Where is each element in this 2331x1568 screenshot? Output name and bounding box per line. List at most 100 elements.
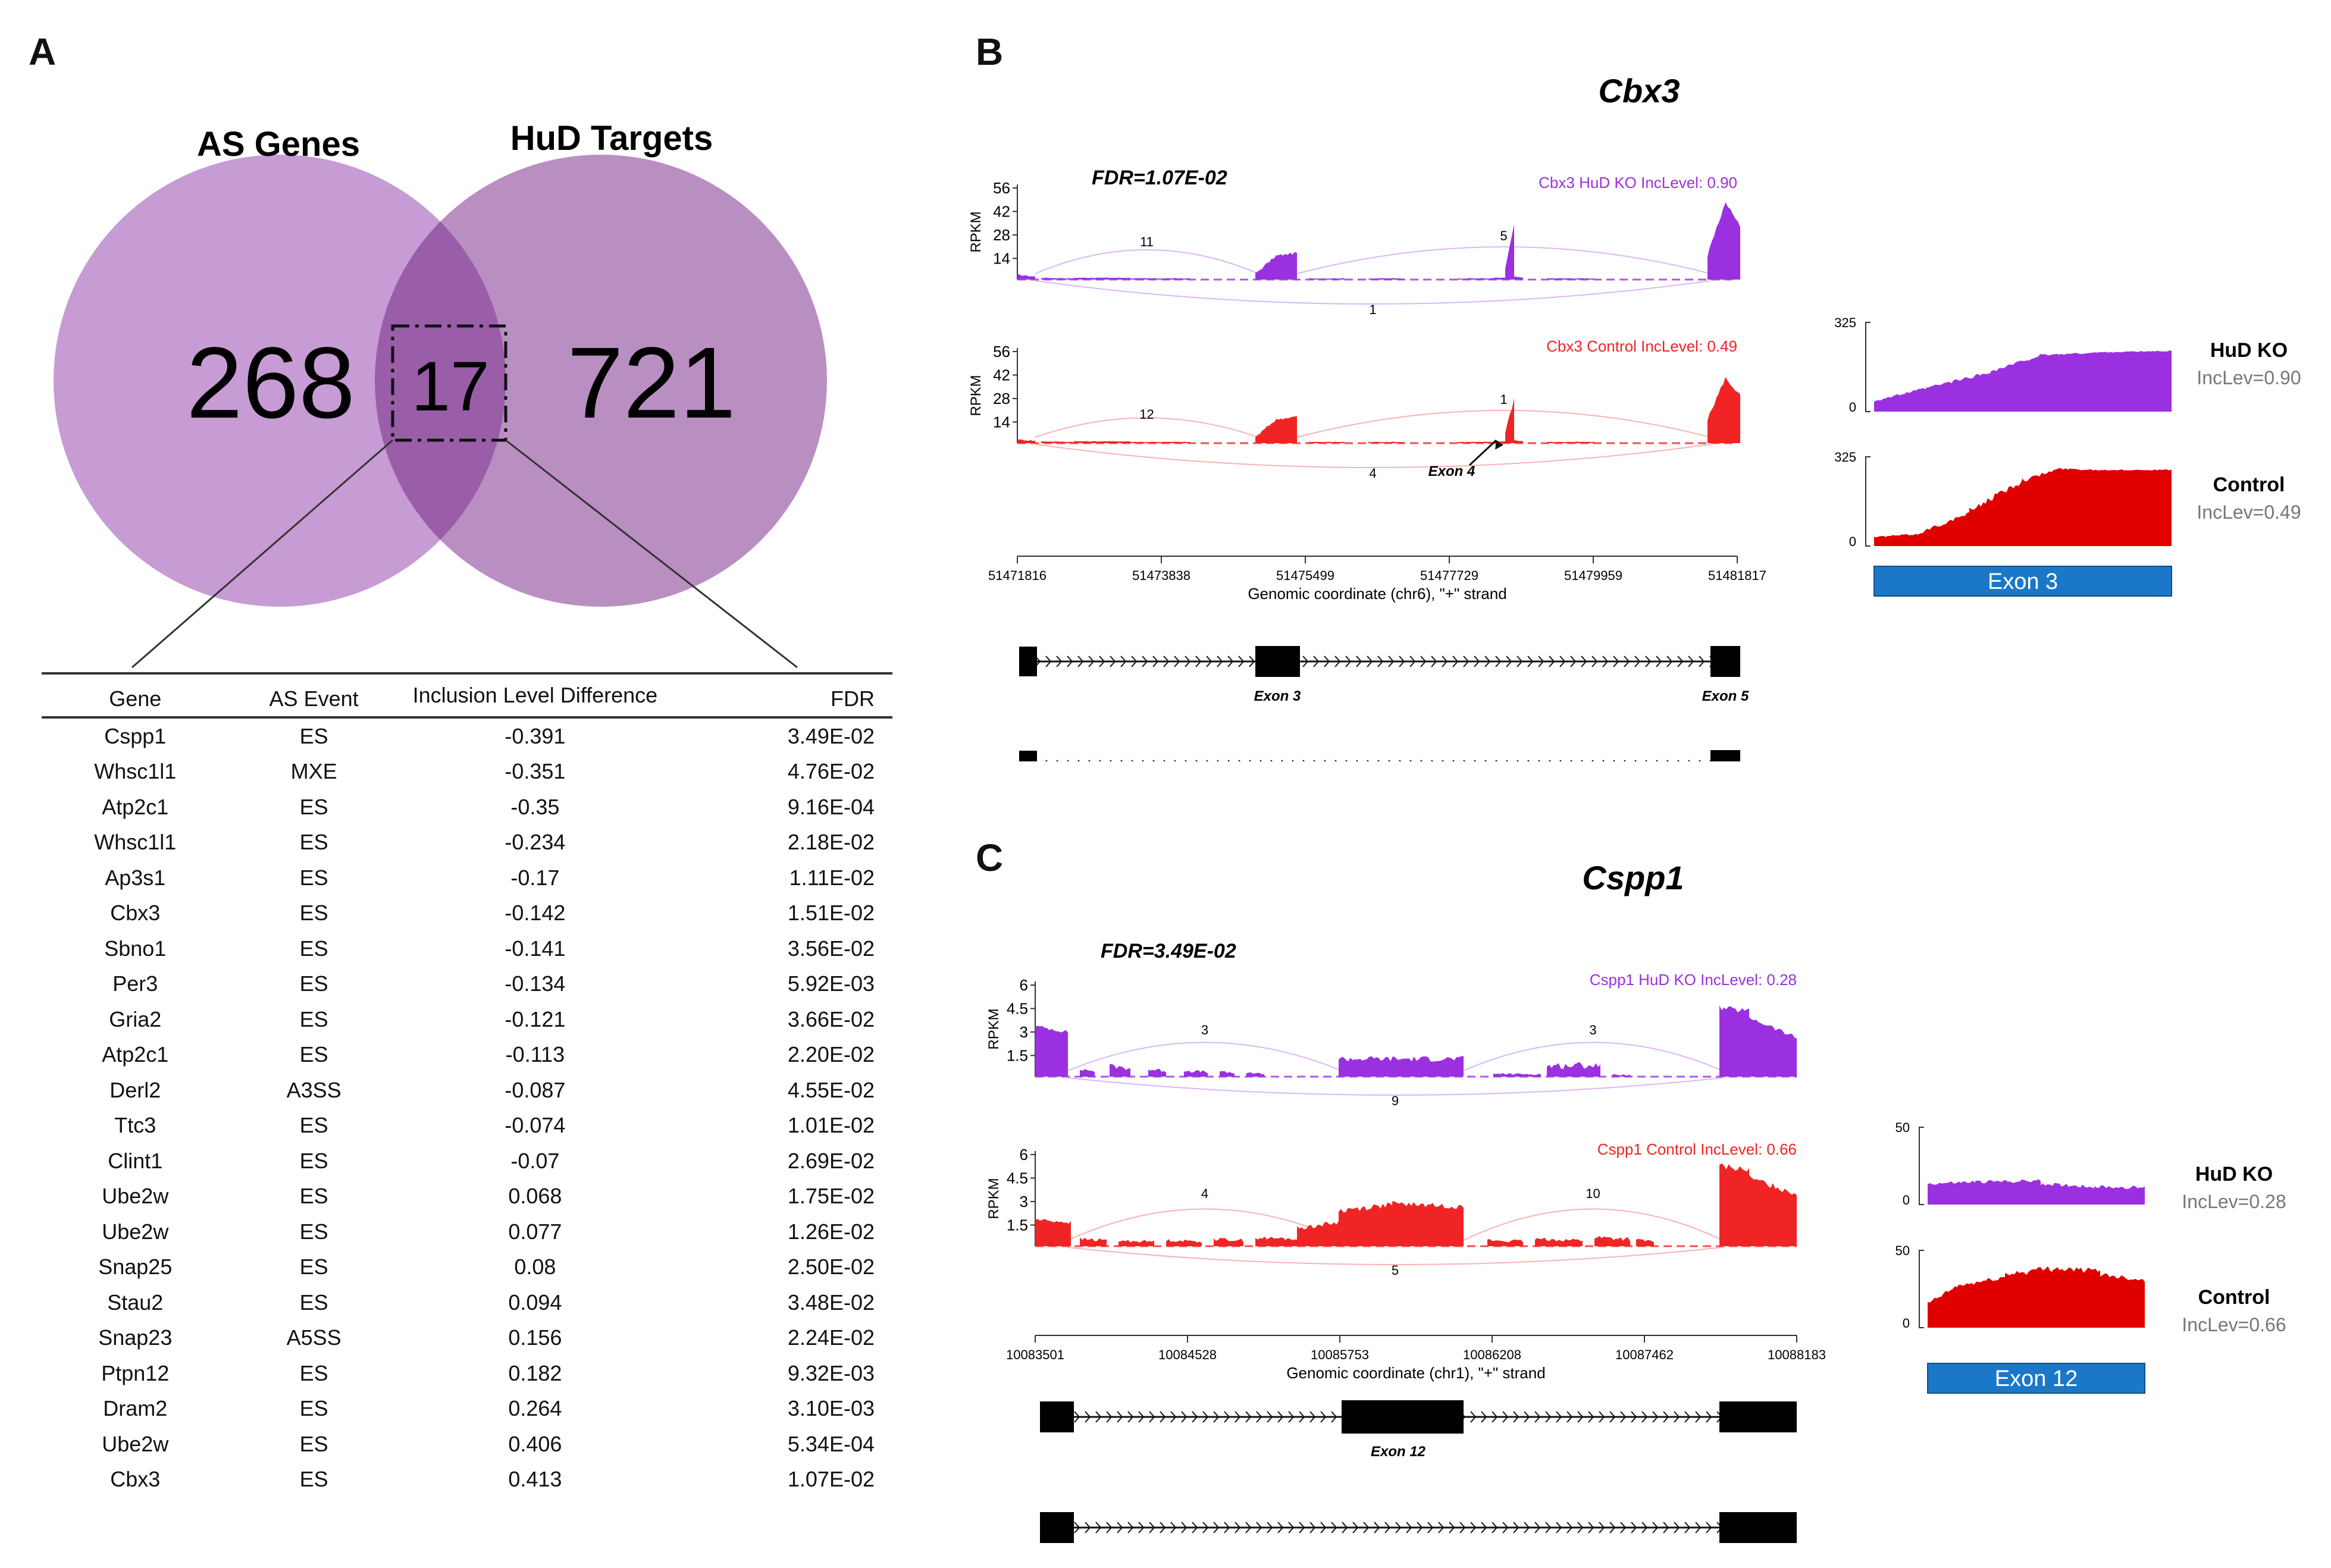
strand-chevron	[1288, 1411, 1295, 1423]
cell-gene: Whsc1l1	[94, 830, 177, 855]
strand-chevron	[1170, 1522, 1177, 1533]
cell-event: ES	[299, 1255, 328, 1280]
strand-chevron	[1334, 656, 1341, 667]
cell-inclusion: -0.142	[505, 901, 566, 926]
inset-ctrl-label: Control	[2213, 473, 2285, 496]
junction-count: 3	[1201, 1023, 1208, 1037]
cell-inclusion: -0.07	[510, 1148, 560, 1173]
exon-block	[1710, 646, 1740, 677]
strand-chevron	[1213, 1522, 1220, 1533]
strand-chevron	[1299, 1522, 1305, 1533]
strand-chevron	[1492, 1411, 1498, 1423]
cell-event: ES	[299, 1290, 328, 1315]
strand-chevron	[1288, 1522, 1295, 1533]
strand-chevron	[1684, 1522, 1691, 1533]
cell-fdr: 3.10E-03	[787, 1396, 875, 1421]
cell-fdr: 1.01E-02	[787, 1113, 875, 1138]
strand-chevron	[1656, 760, 1659, 761]
strand-chevron	[1270, 760, 1273, 761]
table-row: Ptpn12 ES 0.182 9.32E-03	[42, 1356, 892, 1391]
cell-inclusion: -0.113	[505, 1042, 565, 1067]
table-row: Snap23 A5SS 0.156 2.24E-02	[42, 1321, 892, 1356]
strand-chevron	[1656, 656, 1662, 667]
strand-chevron	[1249, 656, 1255, 667]
strand-chevron	[1110, 760, 1113, 761]
strand-chevron	[1309, 1522, 1316, 1533]
cell-fdr: 5.92E-03	[787, 971, 875, 996]
strand-chevron	[1256, 1522, 1262, 1533]
strand-chevron	[1127, 1411, 1134, 1423]
strand-chevron	[1492, 1522, 1498, 1533]
cell-inclusion: -0.141	[505, 936, 566, 961]
table-row: Cbx3 ES 0.413 1.07E-02	[42, 1462, 892, 1498]
strand-chevron	[1470, 1411, 1477, 1423]
cell-inclusion: -0.074	[505, 1113, 566, 1138]
cell-event: ES	[299, 1148, 328, 1173]
venn-diagram: AS Genes HuD Targets 268 17 721	[54, 119, 827, 669]
table-header-fdr: FDR	[671, 672, 892, 719]
y-tick-label: 1.5	[1007, 1216, 1028, 1234]
strand-chevron	[1235, 1411, 1241, 1423]
cell-event: ES	[299, 1431, 328, 1456]
strand-chevron	[1688, 760, 1691, 761]
strand-chevron	[1538, 760, 1541, 761]
exon-bar-label: Exon 3	[1988, 569, 2058, 594]
strand-chevron	[1149, 1411, 1155, 1423]
x-axis-label: Genomic coordinate (chr6), "+" strand	[1248, 585, 1506, 603]
exon-block	[1255, 646, 1300, 677]
cell-fdr: 3.66E-02	[787, 1006, 875, 1031]
y-tick-label: 28	[993, 390, 1010, 407]
strand-chevron	[1302, 760, 1305, 761]
strand-chevron	[1602, 760, 1605, 761]
strand-chevron	[1470, 1522, 1477, 1533]
strand-chevron	[1213, 1411, 1220, 1423]
strand-chevron	[1142, 760, 1145, 761]
fdr-label: FDR=1.07E-02	[1092, 167, 1227, 189]
strand-chevron	[1163, 760, 1166, 761]
junction-count: 1	[1500, 392, 1507, 407]
exon-label: Exon 3	[1254, 688, 1301, 704]
strand-chevron	[1620, 1522, 1627, 1533]
strand-chevron	[1120, 760, 1123, 761]
cell-inclusion: 0.406	[508, 1431, 562, 1456]
venn-left-circle	[54, 155, 506, 607]
x-tick-label: 10085753	[1311, 1347, 1369, 1362]
y-tick-label: 56	[993, 343, 1010, 360]
cell-fdr: 2.24E-02	[787, 1325, 875, 1350]
table-body: Cspp1 ES -0.391 3.49E-02 Whsc1l1 MXE -0.351 4.7…	[42, 717, 892, 1497]
strand-chevron	[1067, 656, 1073, 667]
strand-chevron	[1152, 656, 1159, 667]
strand-chevron	[1474, 656, 1480, 667]
strand-chevron	[1549, 760, 1552, 761]
y-axis-label: RPKM	[986, 1178, 1002, 1219]
exon-block	[1719, 1401, 1797, 1432]
exon-bar-label: Exon 12	[1995, 1366, 2078, 1391]
strand-chevron	[1534, 1522, 1541, 1533]
x-tick-label: 10086208	[1463, 1347, 1521, 1362]
cell-event: ES	[299, 1184, 328, 1209]
strand-chevron	[1684, 1411, 1691, 1423]
junction-count: 4	[1201, 1186, 1208, 1201]
table-row: Atp2c1 ES -0.113 2.20E-02	[42, 1037, 892, 1073]
strand-chevron	[1267, 1522, 1273, 1533]
cell-event: MXE	[290, 759, 337, 784]
strand-chevron	[1277, 1522, 1284, 1533]
panel-label-b: B	[976, 30, 1004, 73]
strand-chevron	[1417, 1522, 1423, 1533]
strand-chevron	[1138, 1411, 1145, 1423]
cell-gene: Snap25	[98, 1255, 173, 1280]
strand-chevron	[1256, 1411, 1262, 1423]
table-header-gene: Gene	[42, 672, 229, 719]
strand-chevron	[1438, 1522, 1445, 1533]
exon-block	[1019, 647, 1037, 676]
cell-event: ES	[299, 1219, 328, 1244]
cell-event: ES	[299, 1467, 328, 1492]
cell-gene: Dram2	[103, 1396, 168, 1421]
cell-inclusion: 0.413	[508, 1467, 562, 1492]
strand-chevron	[1545, 1522, 1552, 1533]
strand-chevron	[1706, 1522, 1712, 1533]
strand-chevron	[1309, 1411, 1316, 1423]
strand-chevron	[1674, 1522, 1680, 1533]
x-tick-label: 10083501	[1006, 1347, 1064, 1362]
panel-c-chart: Cspp1 FDR=3.49E-02 6 4.5 3 1.5 RPKM 3 3 9 Cspp1 Hu…	[986, 859, 2286, 1543]
